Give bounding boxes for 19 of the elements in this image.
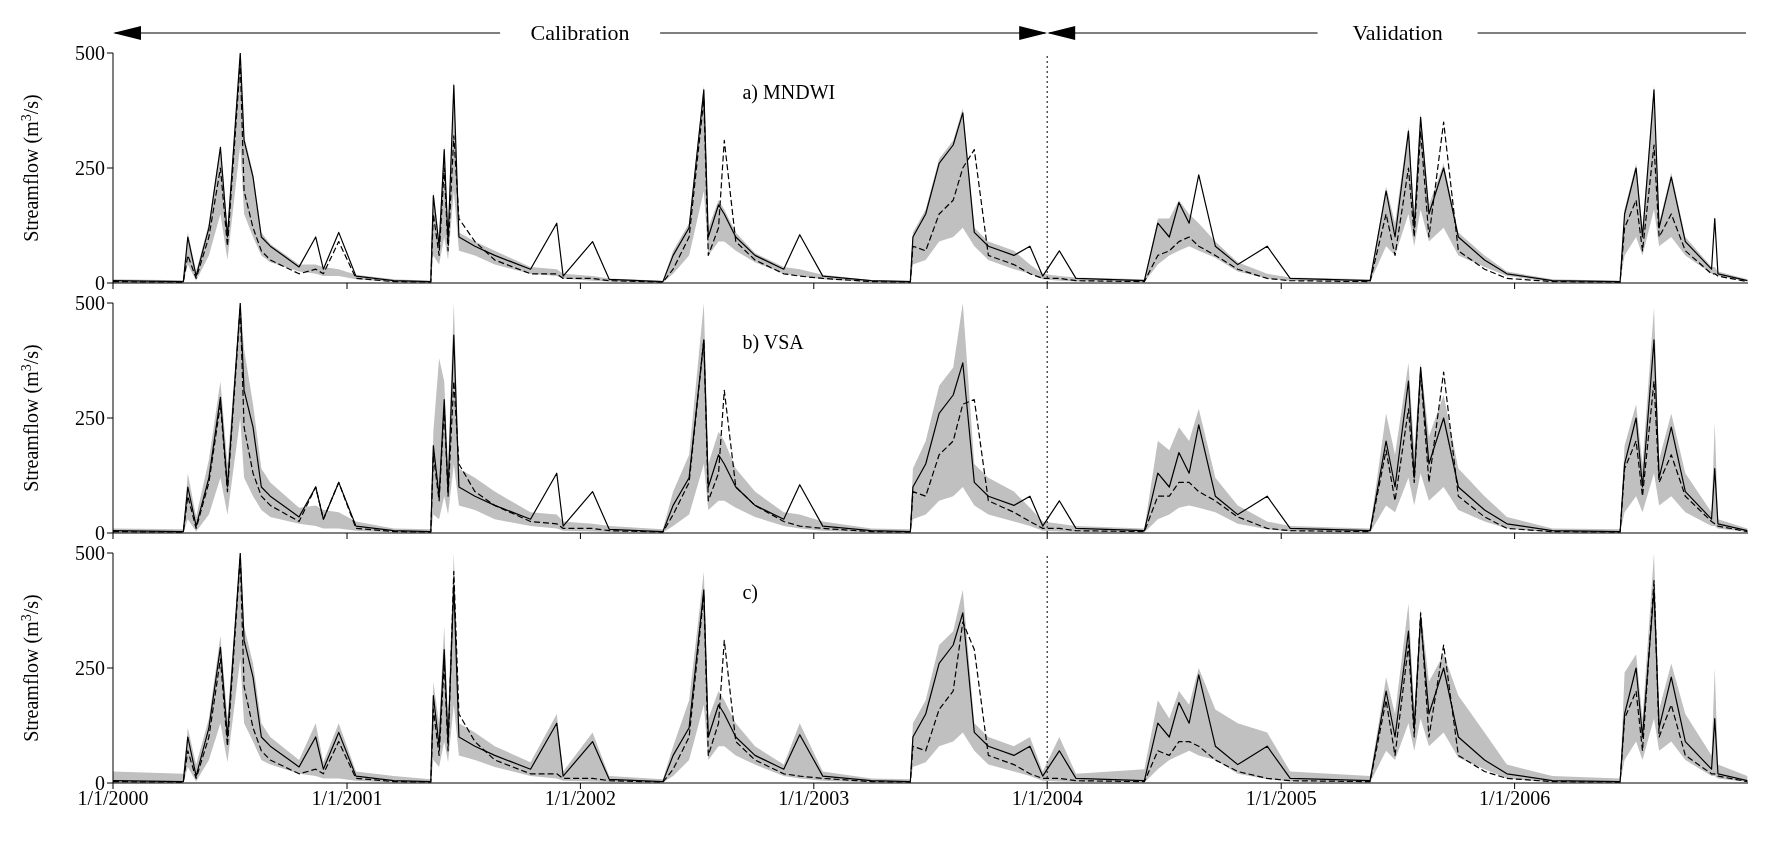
y-tick-label: 500 (75, 542, 105, 565)
text: a) MNDWI (742, 81, 836, 104)
text: b) VSA (742, 331, 804, 354)
x-tick-label: 1/1/2001 (311, 787, 383, 810)
text: Calibration (530, 20, 630, 45)
x-tick-label: 1/1/2002 (544, 787, 616, 810)
x-tick-label: 1/1/2003 (778, 787, 850, 810)
x-tick-label: 1/1/2005 (1245, 787, 1317, 810)
y-tick-label: 0 (95, 272, 105, 295)
x-tick-label: 1/1/2004 (1011, 787, 1083, 810)
x-tick-label: 1/1/2006 (1479, 787, 1551, 810)
y-tick-label: 500 (75, 292, 105, 315)
y-tick-label: 250 (75, 407, 105, 430)
y-tick-label: 500 (75, 42, 105, 65)
y-tick-label: 250 (75, 157, 105, 180)
y-tick-label: 250 (75, 657, 105, 680)
text: Validation (1352, 20, 1443, 45)
text: c) (742, 581, 759, 604)
y-tick-label: 0 (95, 522, 105, 545)
